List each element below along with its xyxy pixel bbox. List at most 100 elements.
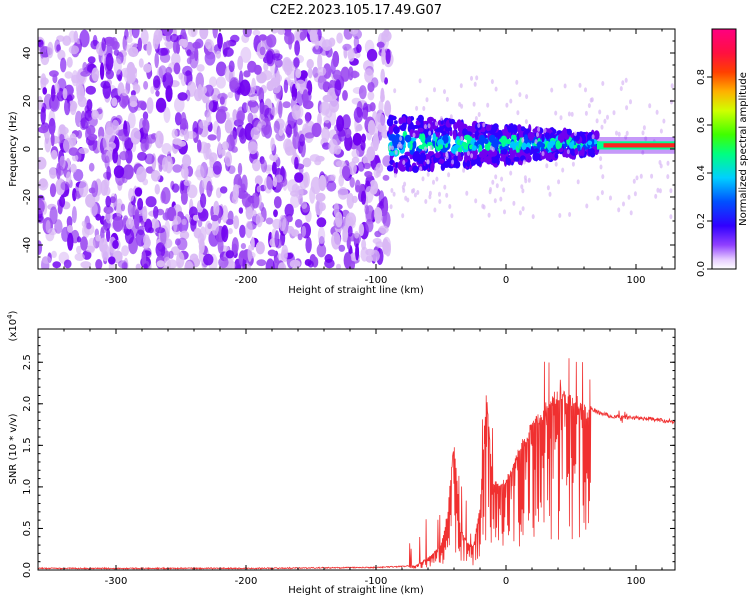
heatmap-cell bbox=[621, 80, 625, 86]
heatmap-cell bbox=[329, 108, 337, 126]
heatmap-cell bbox=[247, 244, 253, 262]
heatmap-cell bbox=[221, 141, 229, 151]
heatmap-cell bbox=[183, 128, 190, 142]
heatmap-cell bbox=[292, 131, 300, 150]
heatmap-cell bbox=[321, 126, 330, 143]
heatmap-cell bbox=[427, 123, 431, 129]
heatmap-cell bbox=[38, 199, 45, 215]
heatmap-cell bbox=[182, 154, 192, 168]
heatmap-cell bbox=[170, 33, 179, 43]
heatmap-cell bbox=[396, 143, 400, 149]
heatmap-cell bbox=[238, 207, 244, 214]
heatmap-cell bbox=[38, 96, 43, 111]
heatmap-cell bbox=[63, 259, 72, 269]
heatmap-cell bbox=[559, 115, 563, 121]
heatmap-cell bbox=[124, 228, 135, 244]
heatmap-cell bbox=[102, 81, 112, 99]
heatmap-cell bbox=[62, 35, 72, 46]
heatmap-cell bbox=[108, 256, 116, 265]
heatmap-cell bbox=[101, 37, 106, 52]
heatmap-cell bbox=[294, 219, 303, 228]
heatmap-cell bbox=[205, 220, 212, 236]
heatmap-cell bbox=[432, 132, 437, 142]
heatmap-cell bbox=[196, 64, 205, 72]
heatmap-cell bbox=[475, 75, 479, 81]
heatmap-cell bbox=[584, 87, 587, 93]
heatmap-cell bbox=[503, 209, 506, 215]
heatmap-cell bbox=[391, 145, 394, 151]
heatmap-cell bbox=[624, 77, 628, 83]
heatmap-cell bbox=[521, 206, 525, 212]
heatmap-cell bbox=[490, 79, 494, 85]
heatmap-cell bbox=[632, 178, 636, 184]
heatmap-cell bbox=[266, 34, 277, 48]
heatmap-cell bbox=[60, 57, 67, 73]
bottom-y-tick-label: 0.0 bbox=[22, 562, 33, 578]
heatmap-cell bbox=[635, 175, 639, 181]
heatmap-cell bbox=[380, 68, 386, 83]
heatmap-cell bbox=[180, 189, 188, 205]
heatmap-cell bbox=[424, 199, 428, 204]
snr-panel: -300 -200 -100 0 100 0.0 0.5 1.0 1.5 2.0 2.5 Heig… bbox=[6, 310, 676, 596]
heatmap-cell bbox=[163, 107, 171, 123]
heatmap-cell bbox=[241, 193, 252, 208]
heatmap-cell bbox=[192, 41, 201, 49]
heatmap-cell bbox=[425, 97, 429, 103]
heatmap-cell bbox=[207, 44, 215, 52]
heatmap-cell bbox=[398, 117, 403, 125]
heatmap-cell bbox=[481, 203, 485, 209]
heatmap-cell bbox=[128, 46, 139, 58]
heatmap-cell bbox=[85, 193, 96, 208]
heatmap-cell bbox=[642, 125, 646, 131]
heatmap-cell bbox=[197, 232, 205, 246]
heatmap-cell bbox=[99, 238, 104, 252]
heatmap-cell bbox=[509, 147, 513, 155]
heatmap-cell bbox=[176, 42, 180, 55]
heatmap-cell bbox=[232, 184, 239, 201]
colorbar-label: Normalized spectral amplitude bbox=[738, 72, 749, 226]
heatmap-cell bbox=[269, 153, 279, 162]
colorbar-ticks: 0.0 0.2 0.4 0.6 0.8 bbox=[696, 69, 712, 277]
heatmap-cell bbox=[275, 181, 284, 190]
heatmap-cell bbox=[64, 71, 73, 79]
heatmap-cell bbox=[273, 209, 278, 218]
heatmap-cell bbox=[177, 140, 187, 147]
heatmap-cell bbox=[51, 250, 57, 258]
heatmap-cell bbox=[362, 109, 368, 120]
heatmap-cell bbox=[656, 187, 660, 193]
heatmap-cell bbox=[199, 29, 209, 40]
heatmap-cell bbox=[171, 183, 180, 193]
heatmap-cell bbox=[221, 225, 229, 243]
heatmap-cell bbox=[479, 151, 484, 158]
heatmap-cell bbox=[319, 101, 331, 116]
bottom-x-tick-label: 0 bbox=[503, 576, 509, 587]
heatmap-cell bbox=[91, 67, 100, 82]
heatmap-cell bbox=[106, 165, 111, 181]
heatmap-cell bbox=[286, 215, 293, 223]
heatmap-cell bbox=[278, 101, 283, 119]
heatmap-cell bbox=[211, 219, 219, 236]
heatmap-cell bbox=[541, 133, 545, 143]
heatmap-cell bbox=[100, 225, 107, 234]
heatmap-cell bbox=[499, 156, 505, 162]
heatmap-cell bbox=[63, 98, 71, 116]
heatmap-cell bbox=[488, 189, 492, 195]
heatmap-cell bbox=[584, 110, 588, 116]
heatmap-cell bbox=[473, 159, 480, 164]
heatmap-cell bbox=[266, 80, 274, 92]
heatmap-cell bbox=[232, 109, 238, 122]
heatmap-cell bbox=[251, 192, 260, 209]
heatmap-cell bbox=[424, 124, 427, 130]
heatmap-cell bbox=[669, 214, 673, 220]
heatmap-cell bbox=[295, 68, 302, 79]
heatmap-cell bbox=[69, 102, 77, 116]
heatmap-cell bbox=[216, 125, 221, 142]
heatmap-cell bbox=[259, 46, 266, 56]
heatmap-cell bbox=[299, 70, 308, 79]
heatmap-cell bbox=[452, 130, 457, 141]
heatmap-cell bbox=[520, 184, 524, 190]
heatmap-cell bbox=[129, 101, 138, 108]
heatmap-cell bbox=[658, 188, 662, 194]
heatmap-cell bbox=[259, 102, 265, 120]
heatmap-cell bbox=[336, 115, 345, 132]
